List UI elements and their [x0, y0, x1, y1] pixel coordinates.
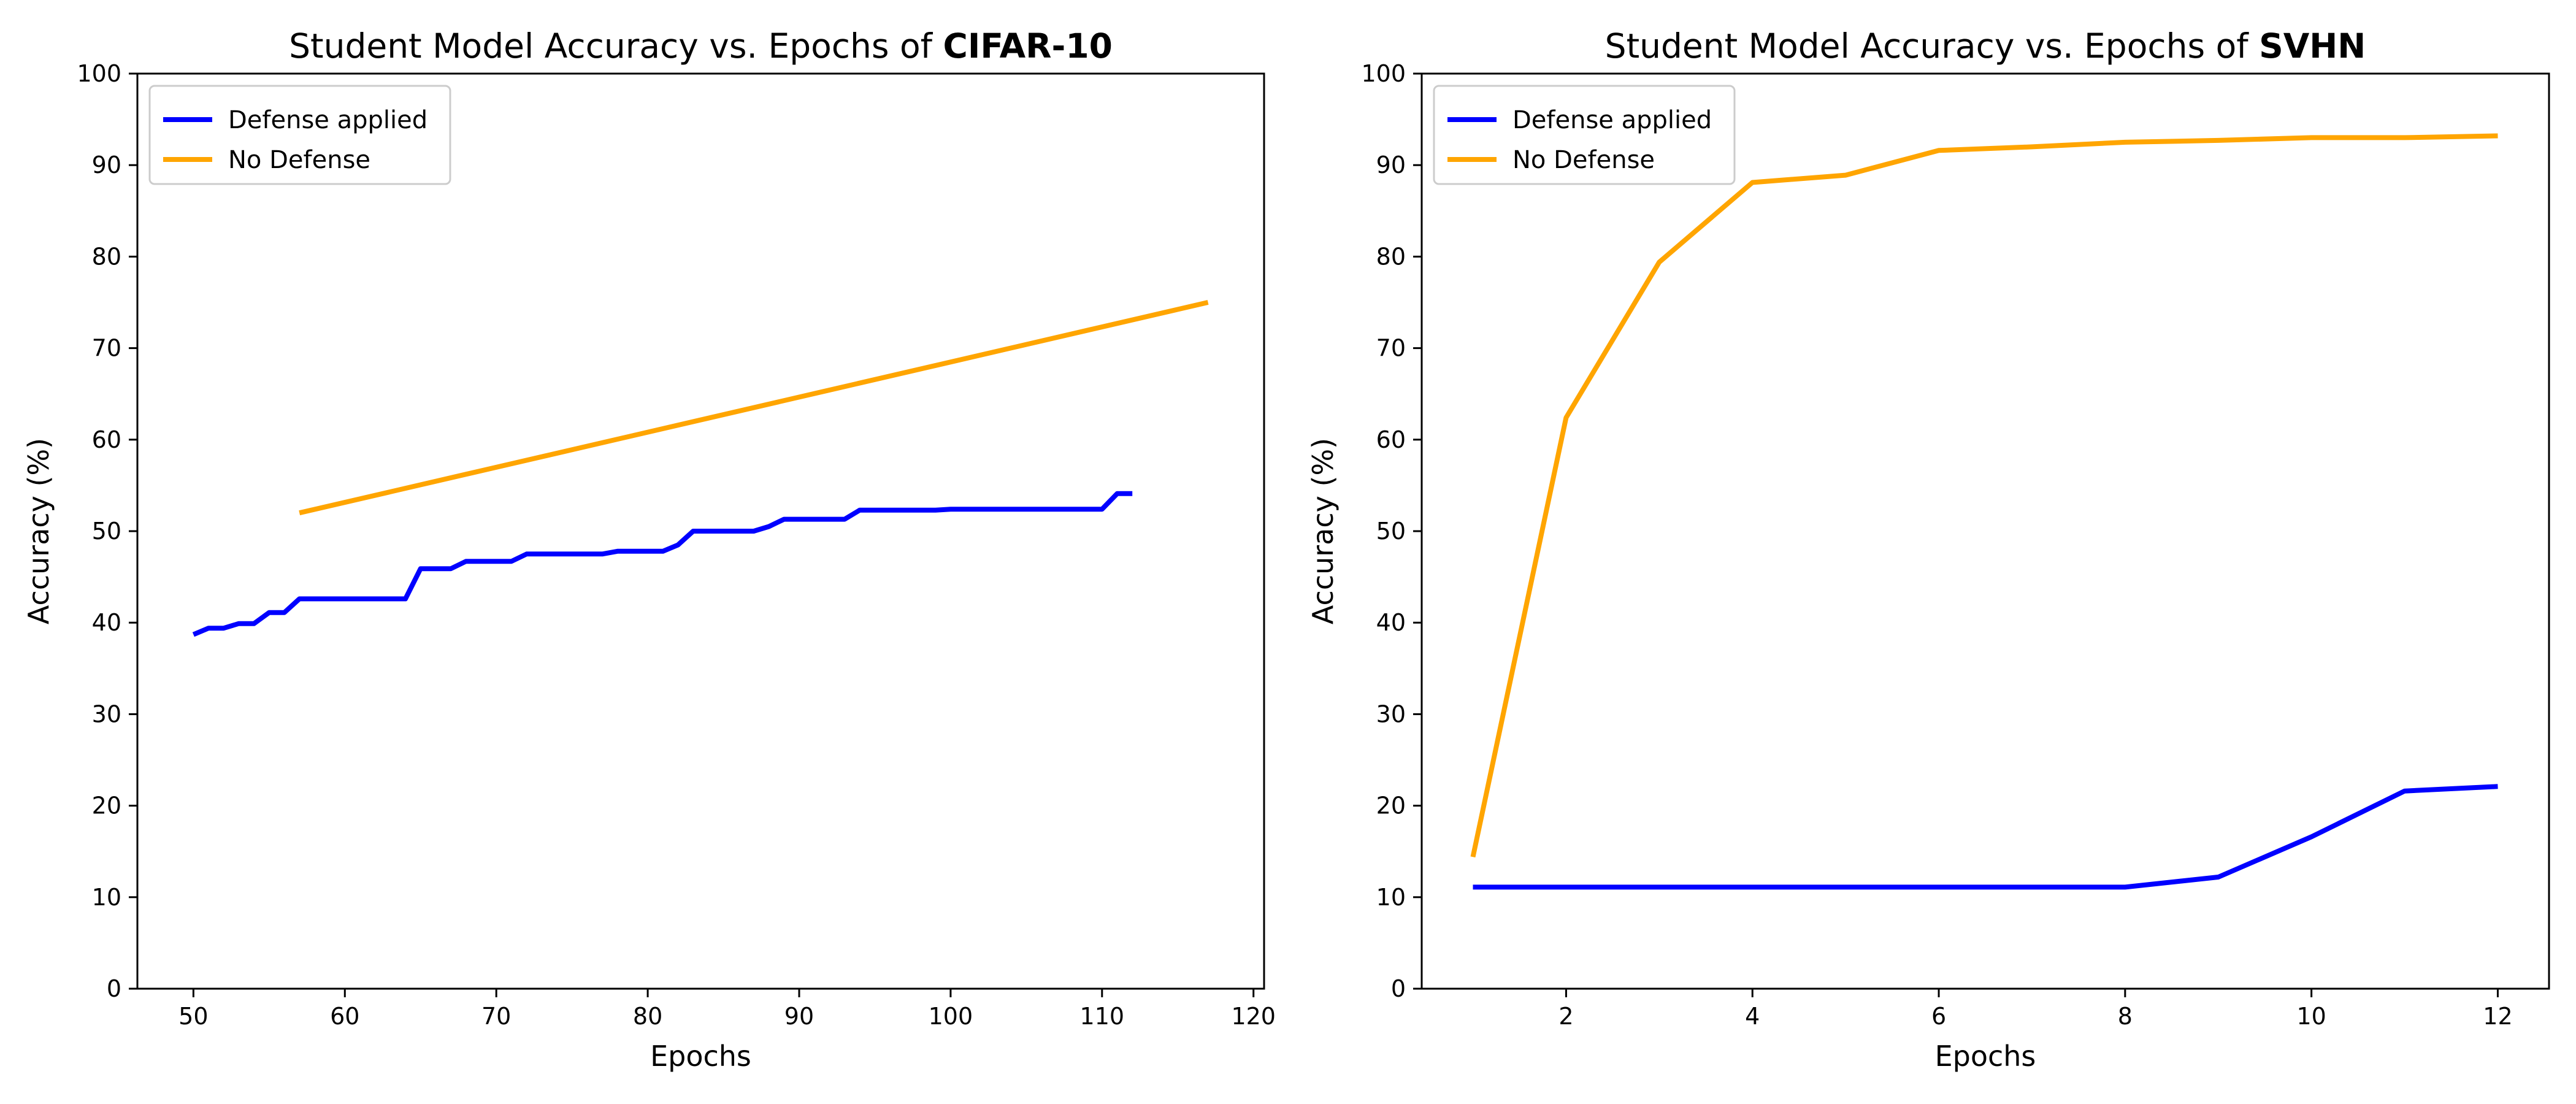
y-tick-label: 100: [1361, 60, 1406, 87]
series-line-no-defense: [299, 300, 1209, 516]
x-tick-label: 12: [2483, 1003, 2512, 1030]
legend-label: No Defense: [1512, 146, 1655, 174]
legend-label: No Defense: [228, 146, 370, 174]
legend-label: Defense applied: [1512, 106, 1712, 134]
chart-panel-2: Student Model Accuracy vs. Epochs of SVH…: [1306, 26, 2550, 1073]
y-tick-label: 10: [92, 884, 121, 911]
chart-title: Student Model Accuracy vs. Epochs of CIF…: [289, 26, 1113, 66]
legend-label: Defense applied: [228, 106, 427, 134]
y-tick-label: 0: [1391, 975, 1406, 1002]
chart-title-dataset: SVHN: [2259, 26, 2366, 66]
y-tick-label: 50: [1376, 518, 1406, 545]
x-tick-label: 110: [1080, 1003, 1125, 1030]
x-tick-label: 4: [1745, 1003, 1760, 1030]
x-tick-label: 50: [178, 1003, 208, 1030]
chart-title-main: Student Model Accuracy vs. Epochs of: [289, 26, 943, 66]
y-tick-label: 20: [1376, 792, 1406, 819]
series-line-defense-applied: [192, 491, 1133, 637]
y-tick-label: 40: [1376, 609, 1406, 636]
y-tick-label: 40: [92, 609, 121, 636]
y-tick-label: 80: [1376, 243, 1406, 270]
y-tick-label: 50: [92, 518, 121, 545]
y-tick-label: 80: [92, 243, 121, 270]
x-tick-label: 80: [633, 1003, 662, 1030]
legend-box: [148, 85, 451, 185]
x-axis-label: Epochs: [650, 1040, 751, 1073]
y-tick-label: 90: [1376, 151, 1406, 178]
y-tick-label: 10: [1376, 884, 1406, 911]
y-tick-label: 0: [107, 975, 121, 1002]
y-tick-label: 60: [92, 426, 121, 453]
x-tick-label: 10: [2296, 1003, 2326, 1030]
x-tick-label: 100: [929, 1003, 973, 1030]
chart-title-main: Student Model Accuracy vs. Epochs of: [1605, 26, 2259, 66]
x-tick-label: 120: [1231, 1003, 1276, 1030]
y-axis-label: Accuracy (%): [1306, 438, 1340, 624]
y-tick-label: 90: [92, 151, 121, 178]
x-tick-label: 8: [2118, 1003, 2133, 1030]
y-tick-label: 100: [77, 60, 121, 87]
x-tick-label: 6: [1931, 1003, 1946, 1030]
chart-title-dataset: CIFAR-10: [943, 26, 1113, 66]
y-tick-label: 70: [92, 335, 121, 362]
x-axis-label: Epochs: [1935, 1040, 2036, 1073]
y-tick-label: 60: [1376, 426, 1406, 453]
legend-box: [1433, 85, 1736, 185]
chart-panel-1: Student Model Accuracy vs. Epochs of CIF…: [22, 26, 1276, 1073]
chart-title: Student Model Accuracy vs. Epochs of SVH…: [1605, 26, 2366, 66]
x-tick-label: 70: [481, 1003, 511, 1030]
series-line-defense-applied: [1473, 784, 2498, 890]
y-tick-label: 20: [92, 792, 121, 819]
x-tick-label: 2: [1558, 1003, 1573, 1030]
series-line-no-defense: [1470, 133, 2498, 858]
y-tick-label: 30: [1376, 700, 1406, 727]
x-tick-label: 60: [330, 1003, 359, 1030]
y-tick-label: 30: [92, 700, 121, 727]
plot-frame: [1420, 72, 2550, 990]
y-tick-label: 70: [1376, 335, 1406, 362]
x-tick-label: 90: [784, 1003, 814, 1030]
y-axis-label: Accuracy (%): [22, 438, 55, 624]
